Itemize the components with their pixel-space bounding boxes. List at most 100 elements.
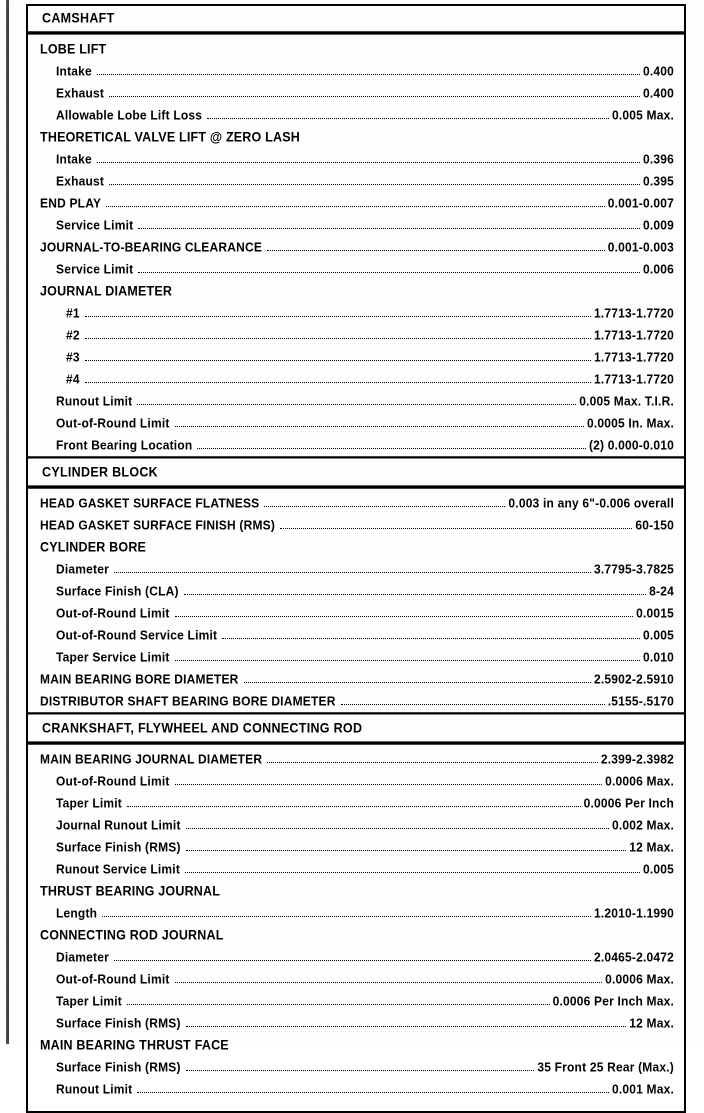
spec-row: Surface Finish (RMS) 12 Max. (40, 834, 674, 856)
spec-label: Taper Limit (56, 795, 122, 811)
spec-label: HEAD GASKET SURFACE FLATNESS (40, 495, 260, 511)
spec-section: CYLINDER BLOCK HEAD GASKET SURFACE FLATNE… (28, 456, 684, 714)
spec-label: Diameter (56, 949, 109, 965)
spec-label: MAIN BEARING THRUST FACE (40, 1036, 229, 1053)
dot-leader (109, 183, 640, 185)
spec-label: Length (56, 905, 98, 921)
dot-leader (84, 381, 591, 383)
section-title: CAMSHAFT (28, 4, 684, 35)
section-title: CRANKSHAFT, FLYWHEEL AND CONNECTING ROD (28, 712, 684, 745)
spec-group-heading: JOURNAL DIAMETER (40, 278, 674, 300)
spec-label: JOURNAL-TO-BEARING CLEARANCE (40, 239, 263, 255)
spec-label: Surface Finish (RMS) (56, 1059, 181, 1075)
spec-row: #4 1.7713-1.7720 (40, 366, 674, 388)
spec-label: Intake (56, 151, 92, 167)
spec-label: Out-of-Round Limit (56, 971, 170, 987)
spec-value: 0.005 Max. (611, 107, 674, 123)
dot-leader (137, 403, 577, 405)
spec-value: 0.001 Max. (611, 1081, 674, 1097)
spec-label: Out-of-Round Limit (56, 415, 170, 431)
spec-row: Surface Finish (RMS) 12 Max. (40, 1010, 674, 1032)
spec-row: Runout Limit 0.001 Max. (40, 1076, 674, 1098)
spec-group-heading: CONNECTING ROD JOURNAL (40, 922, 674, 944)
spec-value: 3.7795-3.7825 (593, 561, 674, 577)
spec-label: Surface Finish (RMS) (56, 1015, 181, 1031)
spec-row: HEAD GASKET SURFACE FLATNESS 0.003 in any… (40, 490, 674, 512)
spec-row: Service Limit 0.006 (40, 256, 674, 278)
dot-leader (174, 425, 584, 427)
spec-value: 1.7713-1.7720 (593, 349, 674, 365)
spec-row: END PLAY 0.001-0.007 (40, 190, 674, 212)
dot-leader (174, 615, 634, 617)
dot-leader (84, 337, 591, 339)
spec-row: Surface Finish (CLA) 8-24 (40, 578, 674, 600)
spec-row: #1 1.7713-1.7720 (40, 300, 674, 322)
spec-group-heading: LOBE LIFT (40, 36, 674, 58)
spec-row: JOURNAL-TO-BEARING CLEARANCE 0.001-0.003 (40, 234, 674, 256)
spec-label: Service Limit (56, 261, 134, 277)
spec-row: Out-of-Round Limit 0.0006 Max. (40, 966, 674, 988)
scan-gutter-edge (0, 0, 22, 1044)
dot-leader (84, 359, 591, 361)
spec-row: MAIN BEARING BORE DIAMETER 2.5902-2.5910 (40, 666, 674, 688)
spec-value: 0.0006 Per Inch (583, 795, 674, 811)
spec-row: Surface Finish (RMS) 35 Front 25 Rear (Ma… (40, 1054, 674, 1076)
specification-table: CAMSHAFT LOBE LIFT Intake 0.400 Exhaust 0.400… (26, 4, 686, 1113)
spec-row: DISTRIBUTOR SHAFT BEARING BORE DIAMETER.… (40, 688, 674, 710)
spec-label: Intake (56, 63, 92, 79)
spec-label: Surface Finish (RMS) (56, 839, 181, 855)
spec-label: Allowable Lobe Lift Loss (56, 107, 203, 123)
dot-leader (267, 761, 598, 763)
dot-leader (96, 73, 640, 75)
spec-value: 8-24 (649, 583, 674, 599)
spec-label: Exhaust (56, 85, 105, 101)
section-rows: LOBE LIFT Intake 0.400 Exhaust 0.400 Allowabl… (28, 33, 684, 458)
spec-value: 1.7713-1.7720 (593, 327, 674, 343)
spec-label: CYLINDER BORE (40, 538, 147, 555)
spec-label: MAIN BEARING JOURNAL DIAMETER (40, 751, 263, 767)
spec-row: Journal Runout Limit 0.002 Max. (40, 812, 674, 834)
spec-label: Runout Service Limit (56, 861, 181, 877)
spec-value: 0.005 (642, 861, 674, 877)
spec-value: 0.002 Max. (611, 817, 674, 833)
dot-leader (183, 593, 647, 595)
dot-leader (185, 849, 627, 851)
spec-label: END PLAY (40, 195, 102, 211)
dot-leader (113, 571, 591, 573)
dot-leader (197, 447, 586, 449)
spec-row: HEAD GASKET SURFACE FINISH (RMS) 60-150 (40, 512, 674, 534)
spec-label: Diameter (56, 561, 109, 577)
section-rows: MAIN BEARING JOURNAL DIAMETER 2.399-2.398… (28, 743, 684, 1102)
spec-label: Front Bearing Location (56, 437, 193, 453)
dot-leader (127, 805, 581, 807)
spec-value: 0.400 (642, 63, 674, 79)
dot-leader (109, 95, 640, 97)
spec-row: Diameter 3.7795-3.7825 (40, 556, 674, 578)
spec-label: JOURNAL DIAMETER (40, 282, 173, 299)
dot-leader (280, 527, 633, 529)
spec-value: 12 Max. (629, 839, 674, 855)
spec-row: Out-of-Round Limit 0.0005 In. Max. (40, 410, 674, 432)
dot-leader (113, 959, 591, 961)
section-rows: HEAD GASKET SURFACE FLATNESS 0.003 in any… (28, 487, 684, 714)
spec-value: 0.396 (642, 151, 674, 167)
spec-row: Intake 0.396 (40, 146, 674, 168)
spec-row: Service Limit 0.009 (40, 212, 674, 234)
spec-value: 0.009 (642, 217, 674, 233)
spec-row: Taper Limit 0.0006 Per Inch (40, 790, 674, 812)
spec-value: 0.005 Max. T.I.R. (579, 393, 674, 409)
spec-section: CRANKSHAFT, FLYWHEEL AND CONNECTING ROD M… (28, 712, 684, 1102)
dot-leader (207, 117, 609, 119)
spec-label: Journal Runout Limit (56, 817, 181, 833)
spec-value: 0.0006 Max. (605, 971, 674, 987)
spec-row: Runout Limit 0.005 Max. T.I.R. (40, 388, 674, 410)
spec-label: Taper Service Limit (56, 649, 170, 665)
spec-value: 0.400 (642, 85, 674, 101)
spec-group-heading: MAIN BEARING THRUST FACE (40, 1032, 674, 1054)
spec-label: #1 (66, 305, 80, 321)
spec-label: DISTRIBUTOR SHAFT BEARING BORE DIAMETER (40, 693, 336, 709)
spec-value: 0.003 in any 6"-0.006 overall (508, 495, 674, 511)
spec-value: 0.010 (642, 649, 674, 665)
spec-row: Exhaust 0.395 (40, 168, 674, 190)
dot-leader (106, 205, 605, 207)
